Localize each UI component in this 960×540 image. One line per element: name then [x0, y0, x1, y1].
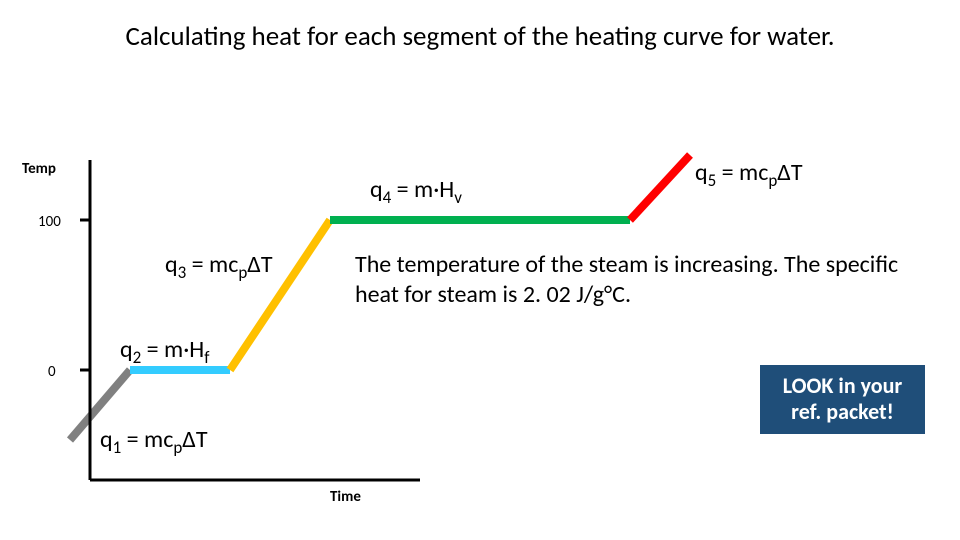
segment-q1: [70, 370, 130, 440]
segment-q3: [230, 220, 330, 370]
heating-curve-chart: [0, 0, 960, 540]
segment-q5: [630, 155, 690, 220]
